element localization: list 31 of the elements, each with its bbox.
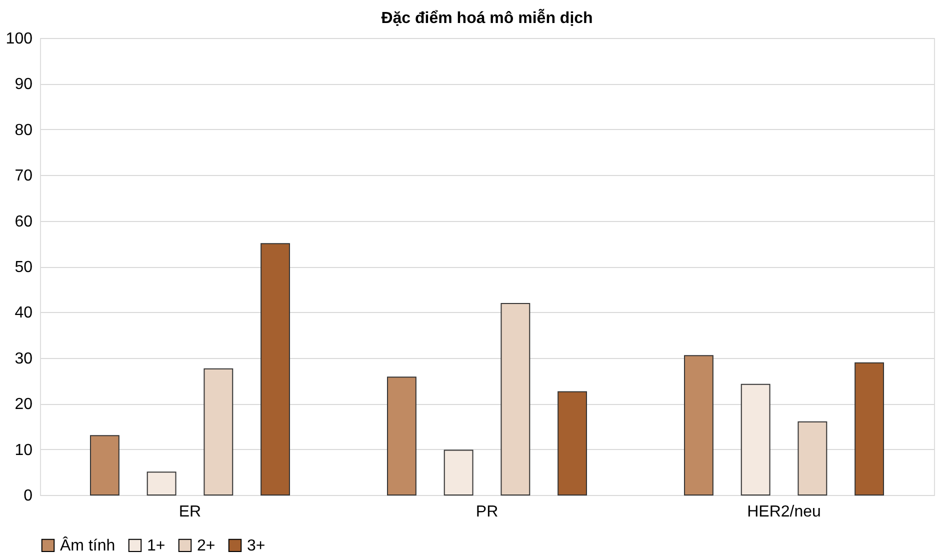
y-tick-label: 80 <box>14 122 33 139</box>
chart-title: Đặc điểm hoá mô miễn dịch <box>381 8 593 27</box>
x-tick-label: PR <box>476 504 498 520</box>
legend-label: 1+ <box>147 537 166 554</box>
bar <box>260 243 290 496</box>
bar <box>387 376 416 496</box>
bar <box>798 421 828 496</box>
bar <box>854 362 884 496</box>
bar <box>146 472 176 496</box>
bar <box>444 450 474 496</box>
legend-label: Âm tính <box>60 536 116 554</box>
y-tick-label: 100 <box>6 30 33 48</box>
y-tick-label: 40 <box>14 304 33 322</box>
bar <box>740 384 770 496</box>
y-tick-label: 50 <box>14 259 33 276</box>
y-tick-label: 10 <box>14 442 33 459</box>
y-tick-label: 20 <box>14 396 33 414</box>
y-tick-label: 60 <box>14 213 33 230</box>
bar <box>204 368 234 496</box>
bar <box>500 303 530 496</box>
bar <box>90 435 120 496</box>
bar <box>684 355 714 496</box>
x-tick-label: HER2/neu <box>747 504 821 520</box>
bar <box>558 391 587 496</box>
legend-label: 2+ <box>197 537 216 554</box>
legend-label: 3+ <box>247 537 266 554</box>
y-tick-label: 0 <box>24 488 33 504</box>
x-tick-label: ER <box>178 504 202 520</box>
y-tick-label: 30 <box>14 350 33 368</box>
y-tick-label: 70 <box>14 168 33 185</box>
y-tick-label: 90 <box>14 76 33 94</box>
